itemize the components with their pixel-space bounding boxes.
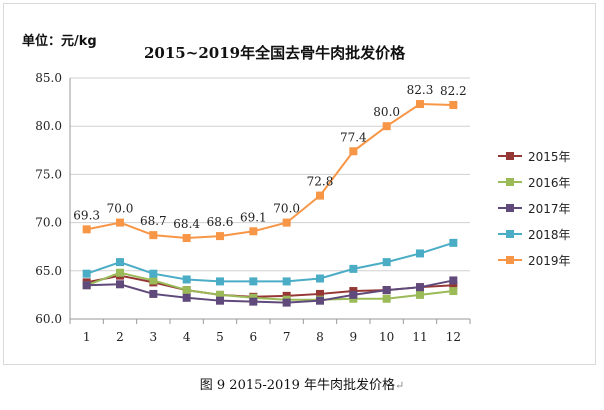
data-point	[182, 234, 191, 243]
series-line	[86, 279, 454, 304]
data-point	[149, 289, 158, 298]
y-tick-label: 85.0	[35, 71, 62, 85]
data-point	[282, 277, 291, 286]
data-point	[449, 276, 458, 285]
caption-text: 图 9 2015-2019 年牛肉批发价格	[199, 378, 395, 393]
data-label: 70.0	[273, 202, 300, 216]
data-point	[349, 147, 358, 156]
x-tick-label: 10	[379, 330, 394, 344]
data-label: 69.1	[240, 210, 267, 224]
x-tick-label: 7	[283, 330, 291, 344]
legend-marker	[506, 152, 514, 160]
legend-label: 2019年	[528, 254, 571, 268]
data-point	[349, 290, 358, 299]
data-label: 68.4	[173, 217, 200, 231]
data-point	[382, 294, 391, 303]
data-point	[316, 289, 324, 298]
data-point	[449, 287, 458, 296]
data-point	[116, 258, 124, 267]
x-tick-label: 6	[250, 330, 258, 344]
x-tick-label: 11	[412, 330, 427, 344]
data-label: 77.4	[340, 130, 367, 144]
x-tick-label: 4	[183, 330, 191, 344]
figure-caption: 图 9 2015-2019 年牛肉批发价格↵	[0, 374, 604, 393]
data-point	[82, 225, 91, 234]
data-point	[116, 268, 124, 277]
data-point	[116, 280, 124, 289]
series-line	[86, 274, 454, 298]
data-label: 82.2	[440, 84, 467, 98]
data-point	[449, 238, 458, 247]
data-point	[249, 277, 258, 286]
legend-label: 2016年	[528, 176, 571, 190]
x-tick-label: 1	[83, 330, 91, 344]
data-point	[349, 264, 358, 273]
data-point	[149, 276, 158, 285]
y-tick-label: 70.0	[35, 216, 62, 230]
data-label: 68.7	[140, 214, 167, 228]
data-point	[416, 290, 424, 299]
chart-frame: 60.0 65.0 70.0 75.0 80.0 85.0 1 2 3 4 5 6 7 8 9 10 11 12 6…	[3, 3, 596, 365]
data-label: 80.0	[373, 105, 400, 119]
data-point	[382, 286, 391, 295]
data-point	[249, 297, 258, 306]
x-tick-label: 8	[316, 330, 324, 344]
y-tick-label: 60.0	[35, 312, 62, 326]
legend-marker	[506, 204, 514, 212]
data-point	[216, 277, 224, 286]
data-point	[316, 191, 324, 200]
series-line	[86, 271, 454, 301]
y-tick-label: 75.0	[35, 167, 62, 181]
x-tick-label: 12	[446, 330, 461, 344]
data-label: 70.0	[107, 202, 134, 216]
data-point	[282, 298, 291, 307]
data-label: 82.3	[407, 83, 434, 97]
legend-label: 2017年	[528, 202, 571, 216]
data-point	[416, 283, 424, 292]
data-point	[182, 293, 191, 302]
data-point	[216, 232, 224, 241]
data-point	[449, 281, 458, 290]
x-tick-label: 5	[216, 330, 224, 344]
paragraph-mark-icon: ↵	[395, 379, 405, 392]
legend-marker	[506, 178, 514, 186]
chart-title: 2015~2019年全国去骨牛肉批发价格	[144, 44, 406, 62]
data-point	[182, 286, 191, 295]
data-point	[249, 227, 258, 236]
data-point	[416, 249, 424, 258]
line-chart: 60.065.070.075.080.085.01 2 3 4 5 6 7 8 9 10 11 126…	[35, 71, 571, 344]
legend-marker	[506, 256, 514, 264]
data-point	[449, 100, 458, 109]
data-point	[82, 281, 91, 290]
data-label: 72.8	[307, 175, 334, 189]
data-point	[416, 100, 424, 109]
series-line	[86, 241, 454, 283]
legend-label: 2018年	[528, 228, 571, 242]
data-point	[82, 269, 91, 278]
data-label: 68.6	[207, 215, 234, 229]
data-point	[216, 290, 224, 299]
data-point	[182, 275, 191, 284]
x-tick-label: 3	[150, 330, 158, 344]
data-point	[316, 296, 324, 305]
data-point	[382, 258, 391, 267]
series-line	[86, 103, 454, 240]
y-tick-label: 80.0	[35, 119, 62, 133]
data-point	[149, 269, 158, 278]
data-point	[116, 218, 124, 227]
legend-label: 2015年	[528, 150, 571, 164]
x-tick-label: 9	[350, 330, 358, 344]
x-tick-label: 2	[116, 330, 124, 344]
legend-marker	[506, 230, 514, 238]
data-point	[316, 274, 324, 283]
unit-label: 单位：元/kg	[22, 34, 97, 49]
y-tick-label: 65.0	[35, 264, 62, 278]
data-point	[216, 296, 224, 305]
data-label: 69.3	[73, 208, 100, 222]
data-point	[149, 231, 158, 240]
data-point	[382, 122, 391, 131]
data-point	[282, 218, 291, 227]
